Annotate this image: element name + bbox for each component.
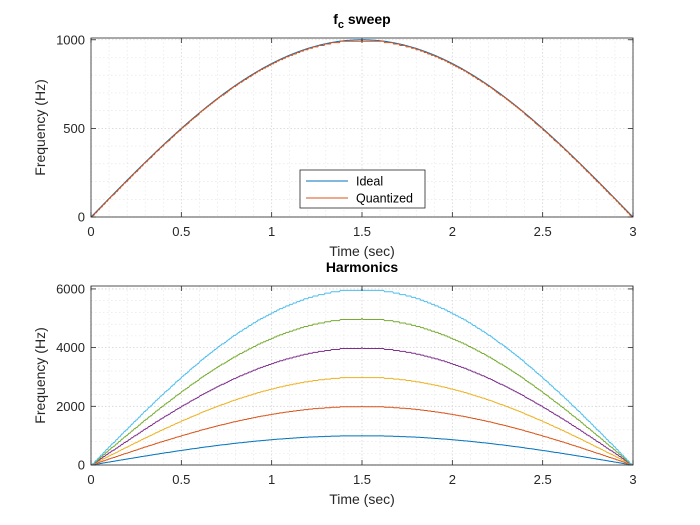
x-tick-label: 0.5 [172, 224, 190, 239]
x-tick-label: 1.5 [353, 472, 371, 487]
chart-title: fc sweep [333, 11, 391, 31]
title-suffix: sweep [344, 11, 391, 27]
legend-label: Quantized [356, 192, 413, 206]
x-tick-label: 1 [268, 472, 275, 487]
series-line-4 [91, 346, 633, 466]
legend: Ideal Quantized [299, 169, 426, 209]
x-tick-label: 3 [629, 224, 636, 239]
tick-marks [90, 286, 634, 466]
chart-title: Harmonics [326, 259, 399, 275]
series-line-5 [91, 317, 633, 466]
chart-1: 0 0.5 1 1.5 2 2.5 3 0 500 1000 Time (sec) Frequency… [32, 11, 637, 259]
x-tick-label: 2.5 [534, 472, 552, 487]
x-axis-label: Time (sec) [329, 243, 395, 259]
x-tick-label: 0 [87, 224, 94, 239]
legend-label: Ideal [356, 175, 383, 189]
legend-box [299, 169, 426, 209]
y-tick-label: 1000 [56, 32, 85, 47]
series-line-2 [91, 405, 633, 466]
y-axis-label: Frequency (Hz) [32, 79, 48, 175]
title-main: f [333, 11, 338, 27]
series-line-3 [91, 376, 633, 466]
x-tick-label: 0.5 [172, 472, 190, 487]
y-tick-label: 0 [78, 458, 85, 473]
y-tick-label: 500 [63, 121, 85, 136]
x-tick-label: 2 [449, 224, 456, 239]
x-tick-label: 0 [87, 472, 94, 487]
y-tick-label: 6000 [56, 281, 85, 296]
y-tick-label: 4000 [56, 340, 85, 355]
x-axis-label: Time (sec) [329, 491, 395, 507]
x-tick-label: 3 [629, 472, 636, 487]
x-tick-label: 1.5 [353, 224, 371, 239]
tick-marks [90, 38, 634, 218]
chart-2: 0 0.5 1 1.5 2 2.5 3 0 2000 4000 6000 Time (sec) Freq… [32, 259, 637, 507]
x-tick-label: 2.5 [534, 224, 552, 239]
x-tick-label: 1 [268, 224, 275, 239]
y-tick-label: 0 [78, 210, 85, 225]
minor-grid [91, 286, 633, 465]
series-line-1 [91, 435, 633, 466]
title-subscript: c [338, 19, 344, 31]
y-tick-label: 2000 [56, 399, 85, 414]
y-axis-label: Frequency (Hz) [32, 327, 48, 423]
x-tick-label: 2 [449, 472, 456, 487]
